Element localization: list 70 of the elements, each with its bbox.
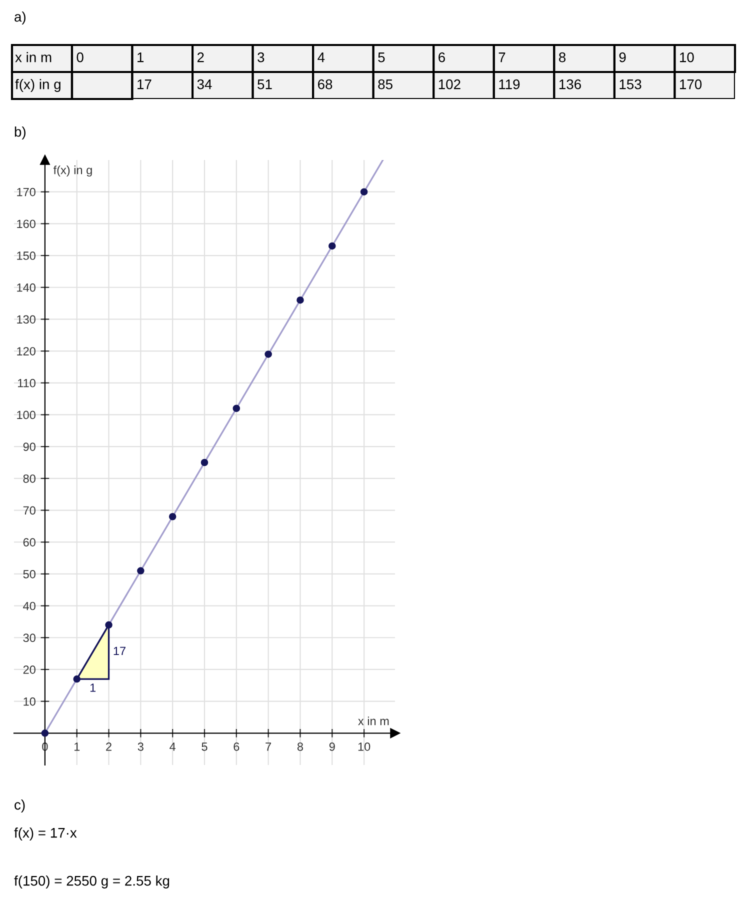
data-label: 34	[197, 79, 212, 90]
x-tick-label: 5	[202, 742, 208, 751]
x-tick-label: 6	[234, 742, 240, 751]
point	[168, 512, 176, 520]
x-tick-label: 7	[498, 52, 506, 62]
x-tick-label: 0	[76, 52, 84, 62]
point	[105, 621, 112, 629]
point	[296, 296, 304, 304]
x-tick-label: 6	[438, 52, 445, 62]
x-tick-label: 4	[318, 52, 325, 62]
data-label: 119	[499, 79, 520, 90]
annotation: 1	[90, 684, 96, 692]
y-tick-label: 70	[23, 506, 36, 515]
x-tick-label: 2	[197, 52, 204, 62]
y-tick-label: 80	[23, 474, 36, 483]
x-tick-label: 9	[329, 742, 335, 751]
y-tick-label: 90	[23, 442, 36, 451]
y-tick-label: 170	[17, 188, 36, 196]
text: f(x) = 17·x	[14, 828, 77, 840]
y-tick-label: 60	[23, 538, 36, 546]
point	[200, 458, 208, 466]
x-axis-title: x in m	[358, 716, 389, 726]
x-tick-label: 3	[138, 742, 144, 751]
chart-title: b)	[14, 126, 26, 140]
data-label: 136	[559, 79, 581, 90]
text: f(150) = 2550 g = 2.55 kg	[14, 876, 170, 888]
y-tick-label: 110	[18, 378, 36, 388]
x-tick-label: 1	[74, 742, 80, 751]
data-label: 51	[258, 80, 272, 90]
y-tick-label: 150	[17, 252, 36, 260]
y-tick-label: 120	[17, 347, 36, 356]
x-tick-label: 8	[297, 742, 303, 751]
data-label: 170	[680, 79, 702, 90]
point	[360, 188, 368, 196]
x-tick-label: 1	[138, 52, 144, 62]
x-tick-label: 8	[559, 52, 566, 62]
data-label: 102	[438, 79, 460, 90]
x-tick-label: 7	[266, 742, 272, 751]
y-axis-title: f(x) in g	[53, 166, 92, 177]
y-tick-label: 140	[17, 283, 36, 292]
chart-title: a)	[14, 12, 26, 24]
x-tick-label: 2	[106, 742, 112, 751]
annotation: 17	[114, 646, 126, 656]
y-tick-label: 20	[23, 666, 36, 674]
x-tick-label: 9	[619, 52, 626, 62]
data-label: 85	[378, 79, 392, 90]
point	[137, 567, 144, 574]
point	[41, 730, 49, 737]
y-tick-label: 40	[23, 602, 36, 610]
point	[264, 350, 272, 358]
y-tick-label: f(x) in g	[15, 79, 60, 92]
point	[73, 675, 81, 683]
x-tick-label: 5	[378, 52, 385, 62]
y-tick-label: 10	[24, 697, 36, 706]
point	[232, 404, 240, 412]
x-axis-title: x in m	[15, 52, 52, 62]
x-tick-label: 10	[680, 52, 694, 62]
y-tick-label: 30	[23, 634, 36, 642]
x-tick-label: 3	[258, 52, 264, 62]
y-tick-label: 100	[17, 410, 36, 420]
point	[328, 242, 336, 250]
data-label: 153	[620, 79, 642, 90]
y-tick-label: 130	[17, 315, 36, 324]
y-tick-label: 160	[17, 220, 36, 228]
data-label: 68	[318, 79, 332, 90]
text: c)	[14, 800, 25, 812]
y-tick-label: 50	[23, 570, 36, 578]
x-tick-label: 10	[358, 742, 370, 751]
x-tick-label: 4	[170, 742, 176, 751]
data-label: 17	[138, 80, 152, 90]
